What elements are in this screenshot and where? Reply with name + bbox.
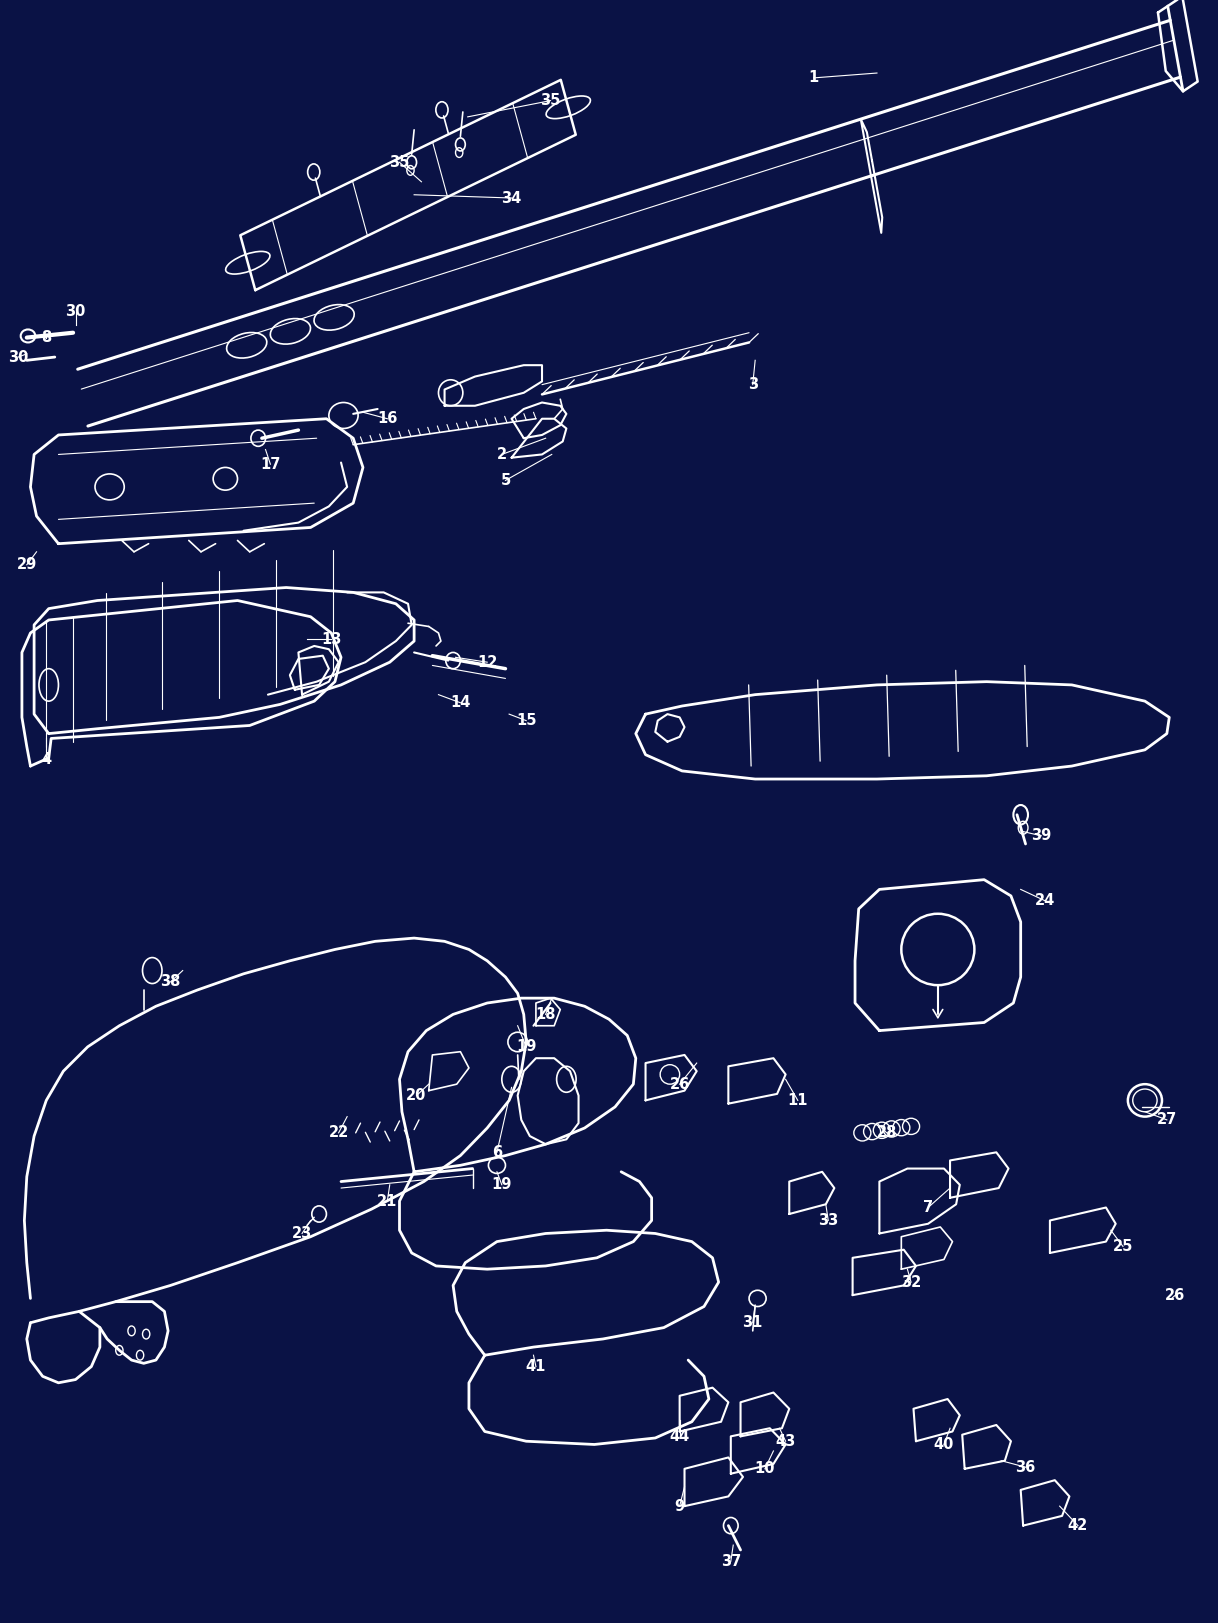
Text: 20: 20 bbox=[407, 1087, 426, 1104]
Text: 29: 29 bbox=[17, 557, 37, 573]
Text: 8: 8 bbox=[41, 329, 51, 346]
Text: 33: 33 bbox=[818, 1212, 838, 1229]
Text: 4: 4 bbox=[41, 751, 51, 768]
Text: 36: 36 bbox=[1016, 1459, 1035, 1475]
Text: 26: 26 bbox=[1166, 1287, 1185, 1303]
Text: 6: 6 bbox=[492, 1144, 502, 1160]
Text: 2: 2 bbox=[497, 446, 507, 463]
Text: 17: 17 bbox=[261, 456, 280, 472]
Text: 10: 10 bbox=[755, 1461, 775, 1477]
Text: 28: 28 bbox=[877, 1125, 896, 1141]
Text: 43: 43 bbox=[776, 1433, 795, 1449]
Text: 12: 12 bbox=[477, 654, 497, 670]
Text: 9: 9 bbox=[675, 1498, 685, 1514]
Text: 22: 22 bbox=[329, 1125, 348, 1141]
Text: 15: 15 bbox=[516, 712, 536, 729]
Text: 44: 44 bbox=[670, 1428, 689, 1444]
Text: 34: 34 bbox=[502, 190, 521, 206]
Text: 5: 5 bbox=[501, 472, 510, 489]
Text: 16: 16 bbox=[378, 411, 397, 427]
Text: 42: 42 bbox=[1068, 1518, 1088, 1534]
Text: 40: 40 bbox=[934, 1436, 954, 1453]
Text: 19: 19 bbox=[492, 1177, 512, 1193]
Text: 30: 30 bbox=[9, 349, 28, 365]
Text: 31: 31 bbox=[743, 1315, 762, 1331]
Text: 18: 18 bbox=[536, 1006, 555, 1022]
Text: 19: 19 bbox=[516, 1039, 536, 1055]
Text: 32: 32 bbox=[901, 1274, 921, 1290]
Text: 30: 30 bbox=[66, 304, 85, 320]
Text: 25: 25 bbox=[1113, 1238, 1133, 1255]
Text: 41: 41 bbox=[526, 1358, 546, 1375]
Text: 23: 23 bbox=[292, 1225, 312, 1242]
Text: 26: 26 bbox=[670, 1076, 689, 1092]
Text: 35: 35 bbox=[390, 154, 409, 170]
Text: 38: 38 bbox=[161, 974, 180, 990]
Text: 24: 24 bbox=[1035, 893, 1055, 909]
Text: 27: 27 bbox=[1157, 1112, 1177, 1128]
Text: 21: 21 bbox=[378, 1193, 397, 1209]
Text: 3: 3 bbox=[748, 377, 758, 393]
Text: 39: 39 bbox=[1032, 828, 1051, 844]
Text: 13: 13 bbox=[322, 631, 341, 648]
Text: 37: 37 bbox=[721, 1553, 741, 1569]
Text: 35: 35 bbox=[541, 93, 560, 109]
Text: 14: 14 bbox=[451, 695, 470, 711]
Text: 11: 11 bbox=[788, 1092, 808, 1109]
Text: 1: 1 bbox=[809, 70, 818, 86]
Text: 7: 7 bbox=[923, 1199, 933, 1216]
